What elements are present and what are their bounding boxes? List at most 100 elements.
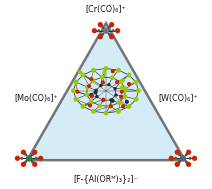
Circle shape — [119, 101, 123, 105]
Circle shape — [24, 160, 27, 163]
Circle shape — [174, 157, 177, 160]
Circle shape — [180, 155, 186, 161]
Circle shape — [185, 160, 188, 163]
Circle shape — [115, 28, 120, 33]
Text: [W(CO)₆]⁺: [W(CO)₆]⁺ — [158, 94, 198, 103]
Circle shape — [38, 156, 43, 161]
Circle shape — [92, 28, 97, 33]
Circle shape — [24, 153, 27, 156]
Circle shape — [89, 77, 93, 81]
Text: [Cr(CO)₆]⁺: [Cr(CO)₆]⁺ — [86, 5, 126, 14]
Circle shape — [102, 70, 106, 74]
Text: [F-{Al(ORᴹ)₃}₂]⁻: [F-{Al(ORᴹ)₃}₂]⁻ — [74, 174, 138, 183]
Circle shape — [120, 85, 124, 90]
Circle shape — [21, 162, 26, 167]
Circle shape — [109, 98, 113, 101]
Circle shape — [116, 109, 121, 114]
Circle shape — [116, 68, 121, 73]
Circle shape — [119, 80, 123, 84]
Circle shape — [111, 69, 115, 73]
Circle shape — [81, 73, 85, 77]
Circle shape — [97, 29, 100, 32]
Text: [Mo(CO)₆]⁺: [Mo(CO)₆]⁺ — [14, 94, 58, 103]
Circle shape — [127, 104, 131, 109]
Circle shape — [109, 34, 114, 40]
Circle shape — [121, 78, 125, 83]
Circle shape — [189, 157, 192, 160]
Circle shape — [21, 149, 26, 155]
Circle shape — [81, 104, 85, 109]
Circle shape — [71, 88, 76, 93]
Circle shape — [84, 92, 89, 97]
Circle shape — [74, 80, 78, 85]
Circle shape — [134, 97, 138, 102]
Circle shape — [110, 75, 114, 80]
Circle shape — [88, 103, 92, 108]
Circle shape — [186, 162, 191, 167]
Circle shape — [123, 87, 128, 91]
Circle shape — [108, 104, 112, 108]
Circle shape — [98, 22, 103, 27]
Circle shape — [115, 80, 119, 84]
Circle shape — [101, 98, 105, 102]
Circle shape — [94, 89, 98, 92]
Circle shape — [178, 160, 181, 163]
Circle shape — [20, 157, 23, 160]
Circle shape — [31, 153, 34, 156]
Circle shape — [125, 100, 129, 104]
Circle shape — [101, 26, 104, 29]
Circle shape — [91, 78, 95, 83]
Circle shape — [175, 162, 180, 167]
Circle shape — [99, 84, 103, 87]
Circle shape — [35, 157, 38, 160]
Circle shape — [101, 33, 104, 36]
Circle shape — [103, 66, 109, 71]
Circle shape — [95, 95, 99, 98]
Circle shape — [112, 29, 115, 32]
Circle shape — [114, 93, 118, 97]
Circle shape — [15, 156, 20, 161]
Circle shape — [121, 104, 125, 108]
Circle shape — [90, 94, 94, 98]
Circle shape — [119, 95, 123, 99]
Circle shape — [89, 99, 93, 104]
Circle shape — [169, 156, 174, 161]
Circle shape — [122, 94, 127, 99]
Circle shape — [101, 99, 105, 102]
Circle shape — [192, 156, 197, 161]
Circle shape — [108, 33, 111, 36]
Circle shape — [31, 160, 34, 163]
Circle shape — [26, 155, 32, 161]
Circle shape — [175, 149, 180, 155]
Circle shape — [127, 82, 131, 86]
Circle shape — [103, 111, 109, 115]
Polygon shape — [27, 23, 185, 160]
Circle shape — [109, 22, 114, 27]
Circle shape — [109, 104, 113, 108]
Circle shape — [78, 70, 82, 74]
Circle shape — [87, 84, 91, 88]
Circle shape — [103, 28, 109, 34]
Circle shape — [108, 26, 111, 29]
Circle shape — [134, 80, 138, 85]
Circle shape — [124, 88, 128, 92]
Circle shape — [75, 90, 80, 94]
Circle shape — [93, 90, 98, 94]
Circle shape — [110, 99, 115, 103]
Circle shape — [117, 101, 121, 105]
Circle shape — [91, 109, 96, 114]
Circle shape — [74, 97, 78, 102]
Circle shape — [100, 75, 104, 79]
Circle shape — [89, 93, 94, 97]
Circle shape — [101, 80, 105, 84]
Circle shape — [113, 87, 117, 90]
Circle shape — [85, 85, 90, 89]
Circle shape — [178, 153, 181, 156]
Circle shape — [107, 83, 111, 86]
Circle shape — [32, 149, 37, 155]
Circle shape — [186, 149, 191, 155]
Circle shape — [91, 68, 96, 73]
Circle shape — [98, 34, 103, 40]
Circle shape — [120, 90, 124, 94]
Circle shape — [32, 162, 37, 167]
